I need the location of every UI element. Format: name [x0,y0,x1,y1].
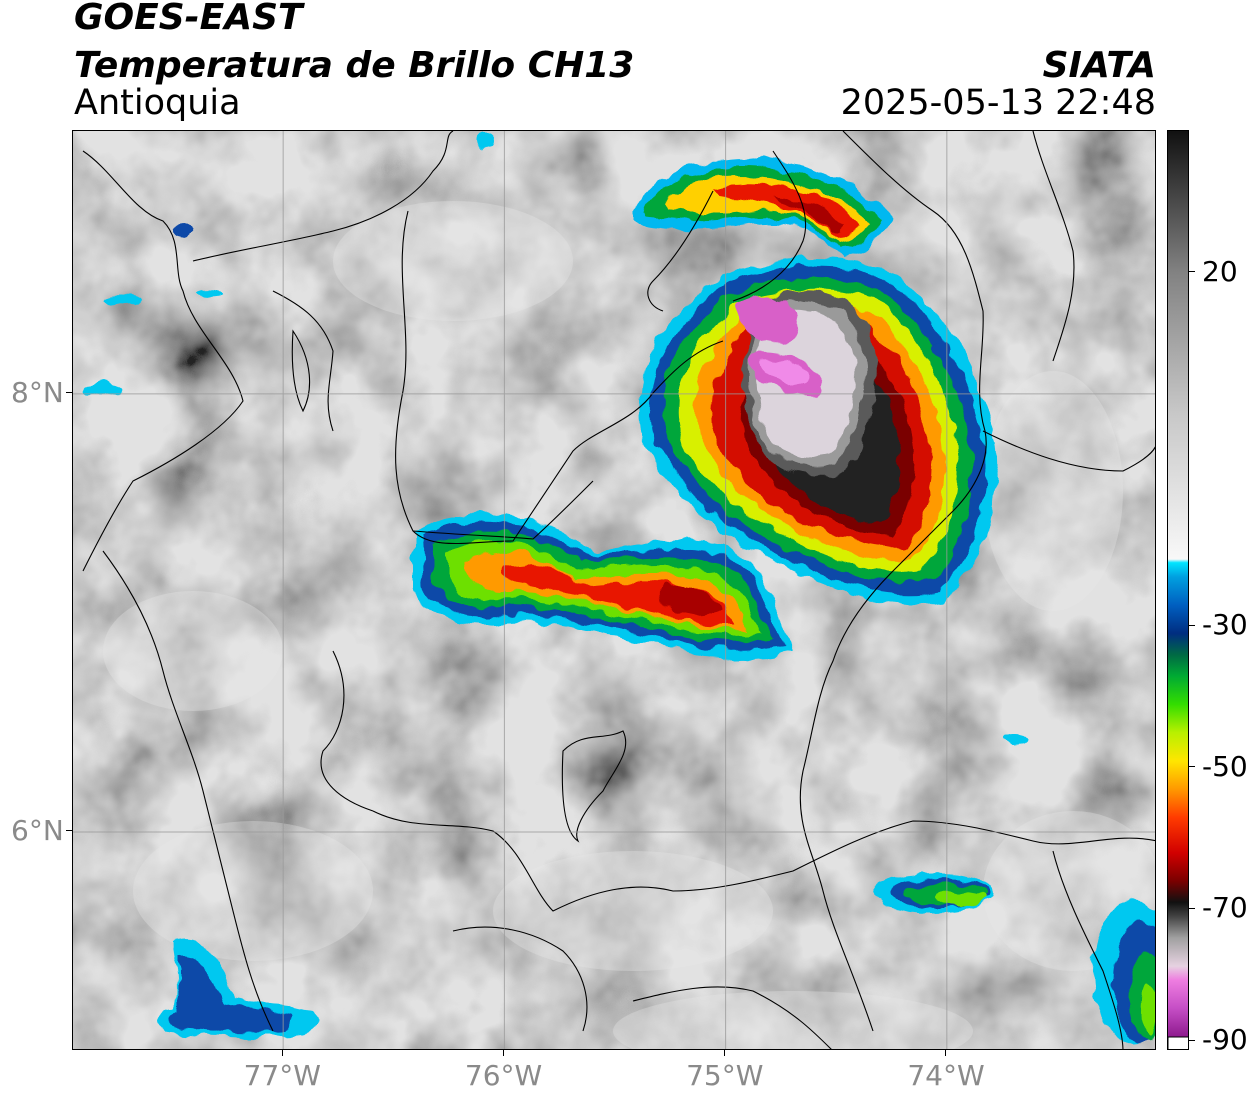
political-boundaries [82,131,1155,1049]
product-title: Temperatura de Brillo CH13 [74,45,635,86]
lat-tick-label: 8°N [11,375,64,409]
colorbar-tick-label: -30 [1202,608,1248,642]
satellite-title: GOES-EAST [74,0,303,38]
lon-tick-mark [502,1050,504,1056]
colorbar-tick-label: -90 [1202,1023,1248,1056]
satellite-image [73,131,1155,1049]
colorbar-gradient [1168,131,1188,1049]
lat-tick-mark [66,830,72,832]
gridlines [73,131,1155,1049]
lon-tick-label: 75°W [686,1059,764,1092]
lon-tick-label: 74°W [907,1059,985,1092]
small-cells [85,133,1155,1041]
lon-tick-label: 76°W [464,1059,543,1092]
colorbar [1167,130,1189,1050]
storm-cell-main [638,257,997,604]
map-panel[interactable] [72,130,1156,1050]
colorbar-fill [1168,131,1188,1049]
colorbar-tick-mark [1189,907,1195,909]
colorbar-tick-mark [1189,1039,1195,1041]
colorbar-tick-mark [1189,271,1195,273]
storm-band-south [413,513,793,658]
colorbar-tick-label: 20 [1202,254,1238,288]
colorbar-tick-mark [1189,766,1195,768]
storm-band-north [633,159,893,257]
colorbar-min-cell [1168,1036,1188,1049]
lon-tick-label: 77°W [243,1059,321,1092]
colorbar-tick-label: -70 [1202,891,1248,925]
colorbar-tick-label: -50 [1202,749,1248,783]
lat-tick-label: 6°N [11,813,64,847]
lon-tick-mark [281,1050,283,1056]
lon-tick-mark [724,1050,726,1056]
region-label: Antioquia [74,83,241,123]
datetime-label: 2025-05-13 22:48 [840,83,1156,123]
lon-tick-mark [945,1050,947,1056]
lat-tick-mark [66,392,72,394]
organization-label: SIATA [1042,45,1156,86]
colorbar-tick-mark [1189,624,1195,626]
